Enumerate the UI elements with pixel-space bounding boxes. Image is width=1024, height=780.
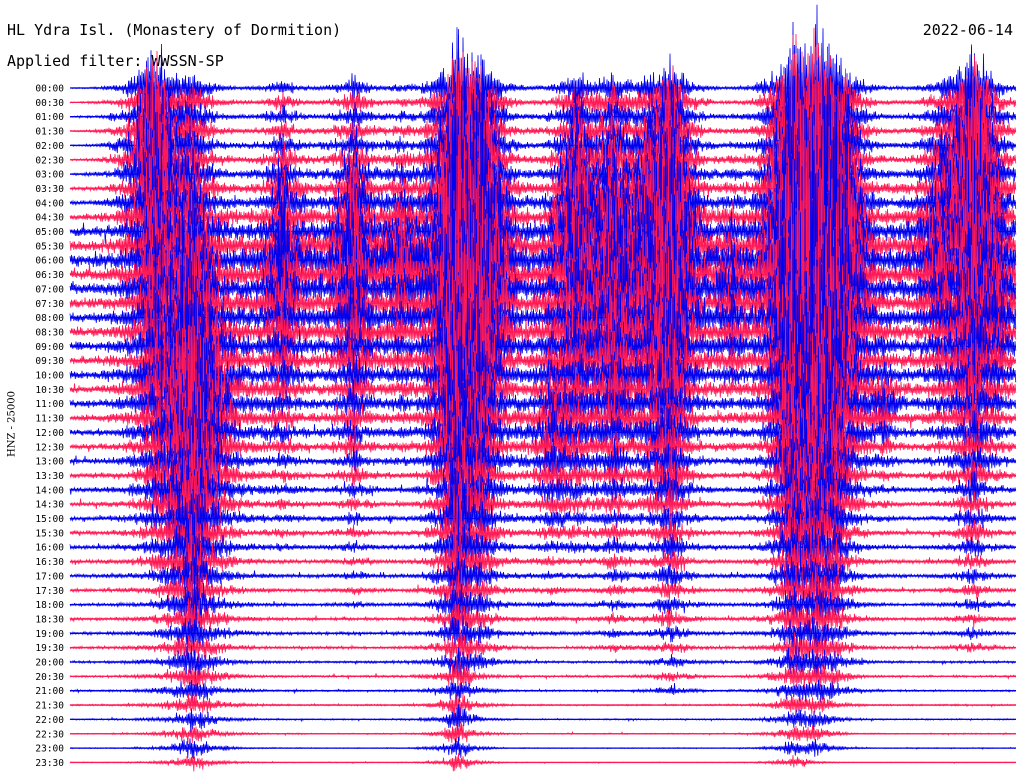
tick-label: 18:00 <box>35 600 64 611</box>
tick-label: 15:30 <box>35 528 64 539</box>
tick-label: 22:00 <box>35 715 64 726</box>
tick-label: 18:30 <box>35 614 64 625</box>
tick-label: 22:30 <box>35 729 64 740</box>
tick-label: 21:00 <box>35 686 64 697</box>
tick-label: 20:30 <box>35 672 64 683</box>
tick-label: 06:30 <box>35 270 64 281</box>
trace-row <box>69 210 1017 431</box>
tick-label: 11:30 <box>35 414 64 425</box>
tick-label: 03:30 <box>35 184 64 195</box>
tick-label-group: 00:00 00:30 01:00 01:30 02:00 02:30 03:00 03:30… <box>35 84 64 769</box>
trace-row <box>69 402 1017 540</box>
tick-label: 10:30 <box>35 385 64 396</box>
tick-label: 15:00 <box>35 514 64 525</box>
tick-label: 09:00 <box>35 342 64 353</box>
filter-label: Applied filter: WWSSN-SP <box>7 52 224 70</box>
tick-label: 13:00 <box>35 457 64 468</box>
date-label: 2022-06-14 <box>922 21 1013 39</box>
tick-label: 05:30 <box>35 241 64 252</box>
tick-label: 04:00 <box>35 198 64 209</box>
tick-label: 23:30 <box>35 758 64 769</box>
tick-label: 02:30 <box>35 155 64 166</box>
tick-label: 08:30 <box>35 327 64 338</box>
tick-label: 07:00 <box>35 284 64 295</box>
tick-label: 21:30 <box>35 701 64 712</box>
trace-row <box>69 322 1017 524</box>
tick-label: 01:30 <box>35 127 64 138</box>
tick-label: 10:00 <box>35 371 64 382</box>
tick-label: 03:00 <box>35 170 64 181</box>
tick-label: 20:00 <box>35 658 64 669</box>
tick-label: 14:00 <box>35 485 64 496</box>
tick-label: 16:30 <box>35 557 64 568</box>
tick-label: 09:30 <box>35 356 64 367</box>
trace-group <box>69 4 1017 772</box>
station-title: HL Ydra Isl. (Monastery of Dormition) <box>7 21 342 39</box>
tick-label: 00:00 <box>35 84 64 95</box>
tick-label: 02:00 <box>35 141 64 152</box>
trace-row <box>69 312 1017 492</box>
trace-row <box>69 60 1017 290</box>
trace-row <box>69 104 1017 460</box>
tick-label: 17:00 <box>35 571 64 582</box>
tick-label: 17:30 <box>35 586 64 597</box>
tick-label: 06:00 <box>35 256 64 267</box>
tick-label: 13:30 <box>35 471 64 482</box>
tick-label: 23:00 <box>35 744 64 755</box>
trace-row <box>69 457 1017 552</box>
trace-row <box>69 692 1017 720</box>
tick-label: 14:30 <box>35 500 64 511</box>
tick-label: 19:00 <box>35 629 64 640</box>
tick-label: 01:00 <box>35 112 64 123</box>
tick-label: 08:00 <box>35 313 64 324</box>
trace-row <box>69 344 1017 521</box>
tick-label: 12:30 <box>35 442 64 453</box>
tick-label: 05:00 <box>35 227 64 238</box>
tick-label: 07:30 <box>35 299 64 310</box>
tick-label: 00:30 <box>35 98 64 109</box>
tick-label: 12:00 <box>35 428 64 439</box>
trace-row <box>69 148 1017 418</box>
tick-label: 16:00 <box>35 543 64 554</box>
tick-label: 19:30 <box>35 643 64 654</box>
tick-label: 04:30 <box>35 213 64 224</box>
trace-row <box>69 498 1017 573</box>
tick-label: 11:00 <box>35 399 64 410</box>
trace-row <box>69 447 1017 553</box>
